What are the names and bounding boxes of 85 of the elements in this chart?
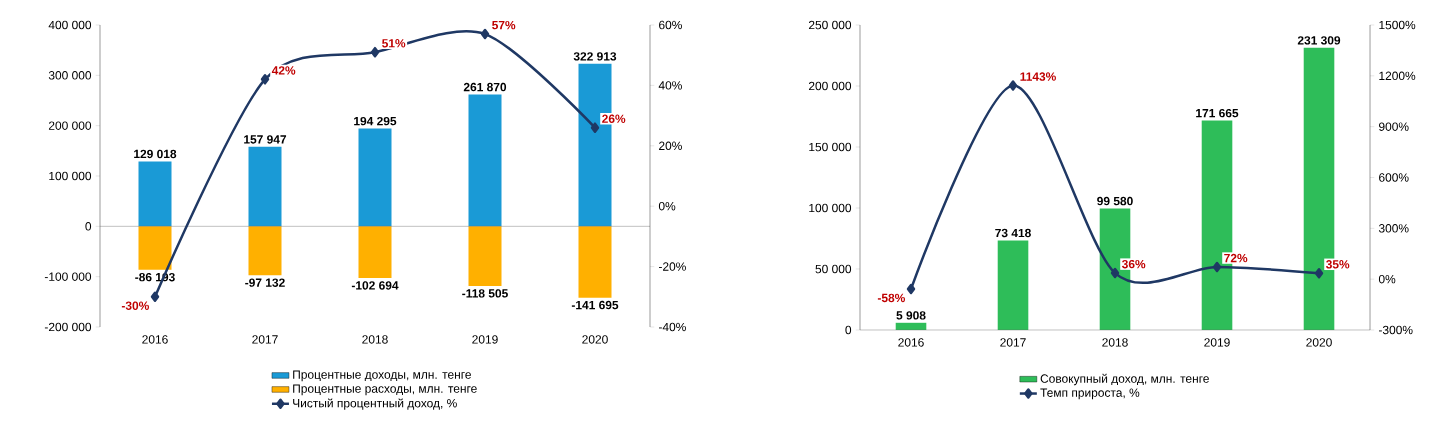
data-label: 322 913	[573, 52, 617, 61]
y2-tick-label: 20%	[659, 141, 682, 151]
point	[1110, 267, 1120, 279]
legend-label: Процентные доходы, млн. тенге	[293, 370, 471, 382]
data-label: 72%	[1224, 253, 1248, 263]
y2-tick-label: -300%	[1378, 325, 1413, 335]
legend-label: Совокупный доход, млн. тенге	[1040, 373, 1209, 386]
bar	[468, 226, 502, 286]
y2-tick-label: 300%	[1378, 224, 1409, 233]
y-tick-label: 100 000	[49, 171, 92, 181]
y2-tick-label: 40%	[658, 81, 682, 90]
y-tick-label: 250 000	[808, 20, 852, 30]
legend-label: Темп прироста, %	[1040, 388, 1140, 400]
bar	[248, 146, 282, 227]
y-tick-label: 0	[845, 325, 852, 335]
point	[370, 46, 380, 58]
y-tick-label: 200 000	[808, 81, 852, 91]
data-label: -97 132	[245, 278, 285, 287]
x-tick-label: 2016	[898, 338, 924, 347]
y-tick-label: -200 000	[44, 322, 92, 332]
bar	[138, 226, 172, 270]
data-label: 194 295	[354, 116, 397, 126]
data-label: 231 309	[1297, 36, 1341, 45]
x-tick-label: 2020	[582, 335, 608, 344]
data-label: 157 947	[244, 135, 287, 144]
point	[590, 122, 600, 133]
data-label: 5 908	[896, 311, 926, 320]
y-tick-label: 150 000	[809, 142, 852, 152]
legend-label: Чистый процентный доход, %	[293, 398, 457, 410]
point	[260, 74, 270, 85]
data-label: -30%	[121, 301, 149, 310]
data-label: 57%	[492, 20, 516, 30]
bar	[997, 240, 1029, 330]
data-label: 171 665	[1196, 108, 1239, 118]
legend-label: Процентные расходы, млн. тенге	[293, 384, 477, 396]
point	[1212, 261, 1222, 273]
point	[1008, 80, 1018, 91]
data-label: -102 694	[351, 281, 399, 290]
point	[906, 283, 916, 295]
data-label: -118 505	[462, 289, 508, 298]
bar	[468, 94, 502, 227]
data-label: 26%	[602, 114, 626, 123]
y-tick-label: 100 000	[809, 203, 852, 213]
y2-tick-label: -20%	[658, 262, 686, 271]
x-tick-label: 2016	[142, 335, 168, 344]
y2-tick-label: 900%	[1379, 122, 1409, 131]
data-label: 42%	[271, 66, 296, 75]
data-label: 35%	[1325, 260, 1350, 269]
y2-tick-label: 0%	[1378, 274, 1396, 284]
y-tick-label: 200 000	[48, 121, 92, 130]
y-tick-label: 300 000	[48, 71, 92, 80]
x-tick-label: 2018	[1102, 338, 1128, 347]
y2-tick-label: 1200%	[1379, 71, 1416, 81]
data-label: -58%	[877, 293, 905, 303]
bar	[358, 128, 392, 227]
data-label: 99 580	[1097, 196, 1133, 206]
point	[150, 291, 160, 303]
x-tick-label: 2020	[1306, 338, 1332, 347]
x-tick-label: 2017	[252, 335, 278, 344]
point	[480, 28, 490, 40]
bar	[138, 161, 172, 227]
data-label: 129 018	[134, 149, 177, 159]
bar	[578, 226, 612, 298]
y-tick-label: 0	[85, 222, 92, 231]
x-tick-label: 2019	[1204, 338, 1230, 347]
data-label: 261 870	[463, 82, 507, 92]
data-label: 1143%	[1020, 72, 1056, 81]
y-tick-label: 50 000	[815, 264, 852, 274]
data-label: -141 695	[571, 300, 619, 310]
x-tick-label: 2019	[472, 335, 498, 344]
x-tick-label: 2018	[362, 335, 388, 344]
y2-tick-label: 0%	[658, 201, 676, 211]
y2-tick-label: 1500%	[1379, 20, 1416, 30]
y2-tick-label: -40%	[658, 322, 686, 332]
y-tick-label: 400 000	[48, 20, 92, 30]
data-label: 51%	[382, 39, 406, 48]
y-tick-label: -100 000	[44, 272, 92, 281]
point	[1314, 268, 1324, 279]
x-tick-label: 2017	[1000, 338, 1026, 347]
bar	[248, 226, 282, 276]
y2-tick-label: 600%	[1379, 173, 1409, 182]
data-label: 36%	[1121, 259, 1146, 269]
data-label: 73 418	[995, 228, 1031, 238]
bar	[358, 226, 392, 279]
y2-tick-label: 60%	[659, 20, 682, 30]
